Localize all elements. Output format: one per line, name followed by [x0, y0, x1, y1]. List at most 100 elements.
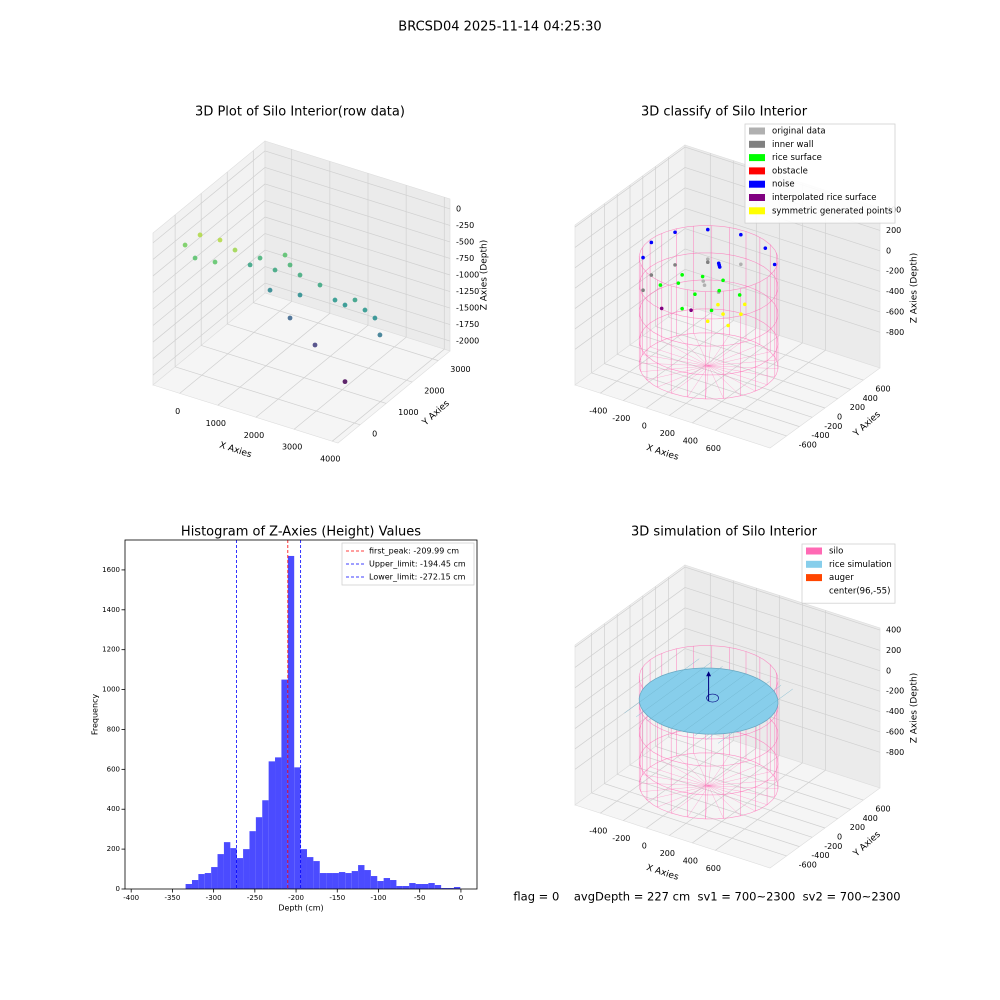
- point: [700, 274, 705, 279]
- bar: [453, 887, 461, 889]
- grid-line: [264, 249, 451, 309]
- silo-wire: [708, 752, 712, 786]
- bar: [377, 881, 384, 889]
- silo-wire: [708, 344, 760, 367]
- point: [693, 292, 697, 297]
- x-tick-label: 400: [683, 436, 698, 445]
- x-tick-label: 200: [660, 429, 675, 438]
- point: [232, 247, 238, 253]
- point: [217, 237, 223, 243]
- grid-line: [629, 764, 826, 829]
- chart-title: Histogram of Z-Axies (Height) Values: [181, 525, 421, 540]
- bar: [434, 885, 442, 889]
- silo-wire: [708, 785, 768, 805]
- legend-label: inner wall: [772, 140, 813, 150]
- silo-wire: [708, 785, 756, 812]
- legend-label: center(96,-55): [829, 586, 890, 596]
- bar: [217, 854, 224, 889]
- y-tick-label: 2000: [424, 387, 444, 396]
- grid-line: [253, 302, 439, 361]
- x-axis-label: X Axies: [218, 441, 253, 461]
- grid-line: [684, 268, 881, 333]
- point: [257, 255, 263, 261]
- point: [267, 287, 273, 293]
- grid-line: [264, 233, 451, 292]
- y-tick-label: 1600: [102, 566, 120, 574]
- point: [312, 342, 318, 348]
- legend-label: rice simulation: [829, 560, 892, 570]
- point: [680, 273, 684, 277]
- silo-wire: [708, 338, 747, 367]
- bar: [421, 884, 429, 889]
- silo-wire: [640, 785, 709, 792]
- point: [673, 263, 677, 267]
- z-tick-label: 0: [456, 204, 461, 213]
- x-axis-label: X Axies: [645, 863, 680, 883]
- z-tick-label: 0: [886, 666, 891, 675]
- status-text: flag = 0 avgDepth = 227 cm sv1 = 700~230…: [513, 890, 900, 904]
- y-tick-label: -200: [824, 842, 842, 851]
- x-tick-label: 200: [660, 849, 675, 858]
- grid-line: [617, 353, 813, 418]
- point: [717, 288, 722, 293]
- y-tick-label: 800: [107, 725, 120, 733]
- z-axis-label: Z Axies (Depth): [480, 240, 490, 311]
- bar: [441, 888, 448, 889]
- x-tick-label: -300: [206, 894, 222, 902]
- point: [317, 282, 323, 288]
- y-tick-label: 600: [107, 765, 120, 773]
- y-tick-label: 400: [863, 814, 878, 823]
- x-tick-label: -50: [414, 894, 425, 902]
- silo-wire: [687, 365, 709, 398]
- y-tick-label: -600: [799, 860, 817, 869]
- silo-wire: [708, 334, 730, 366]
- surface-mesh: [694, 681, 770, 736]
- legend-patch: [749, 167, 765, 175]
- point: [641, 255, 645, 260]
- silo-wire: [708, 365, 741, 397]
- chart-title: 3D simulation of Silo Interior: [631, 525, 818, 540]
- y-tick-label: 200: [850, 823, 865, 832]
- bar: [306, 857, 314, 889]
- y-tick-label: 400: [863, 394, 878, 403]
- point: [709, 308, 714, 313]
- grid-line: [591, 792, 787, 857]
- bar: [396, 886, 403, 889]
- bar: [415, 884, 422, 889]
- grid-line: [684, 207, 881, 272]
- legend-patch: [749, 140, 765, 148]
- grid-line: [264, 200, 451, 259]
- grid-line: [684, 587, 881, 651]
- z-tick-label: -800: [886, 748, 904, 757]
- bar: [390, 880, 397, 889]
- axes-frame: [124, 539, 478, 890]
- bar: [358, 865, 365, 889]
- y-axis-label: Y Axies: [851, 830, 883, 860]
- silo-wire: [650, 766, 709, 787]
- point: [247, 262, 253, 268]
- surface-mesh: [717, 688, 793, 744]
- grid-line: [201, 345, 387, 404]
- surface-mesh: [624, 658, 700, 714]
- grid-line: [264, 150, 451, 210]
- grid-line: [152, 282, 266, 376]
- point: [332, 297, 338, 303]
- grid-line: [604, 363, 800, 427]
- x-tick-label: -250: [247, 894, 263, 902]
- y-tick-label: 600: [875, 385, 890, 394]
- point: [701, 279, 706, 283]
- grid-line: [264, 266, 451, 325]
- y-tick-label: 0: [837, 833, 842, 842]
- bar: [287, 555, 295, 889]
- z-tick-label: 200: [886, 646, 901, 655]
- bar: [300, 849, 307, 889]
- z-tick-label: 200: [886, 226, 901, 235]
- point: [705, 319, 710, 324]
- silo-wire: [693, 753, 709, 786]
- grid-line: [255, 325, 369, 418]
- x-tick-label: -150: [329, 894, 345, 902]
- grid-line: [179, 301, 292, 394]
- grid-line: [629, 344, 826, 409]
- silo-wire: [676, 335, 709, 367]
- legend-patch: [749, 180, 765, 188]
